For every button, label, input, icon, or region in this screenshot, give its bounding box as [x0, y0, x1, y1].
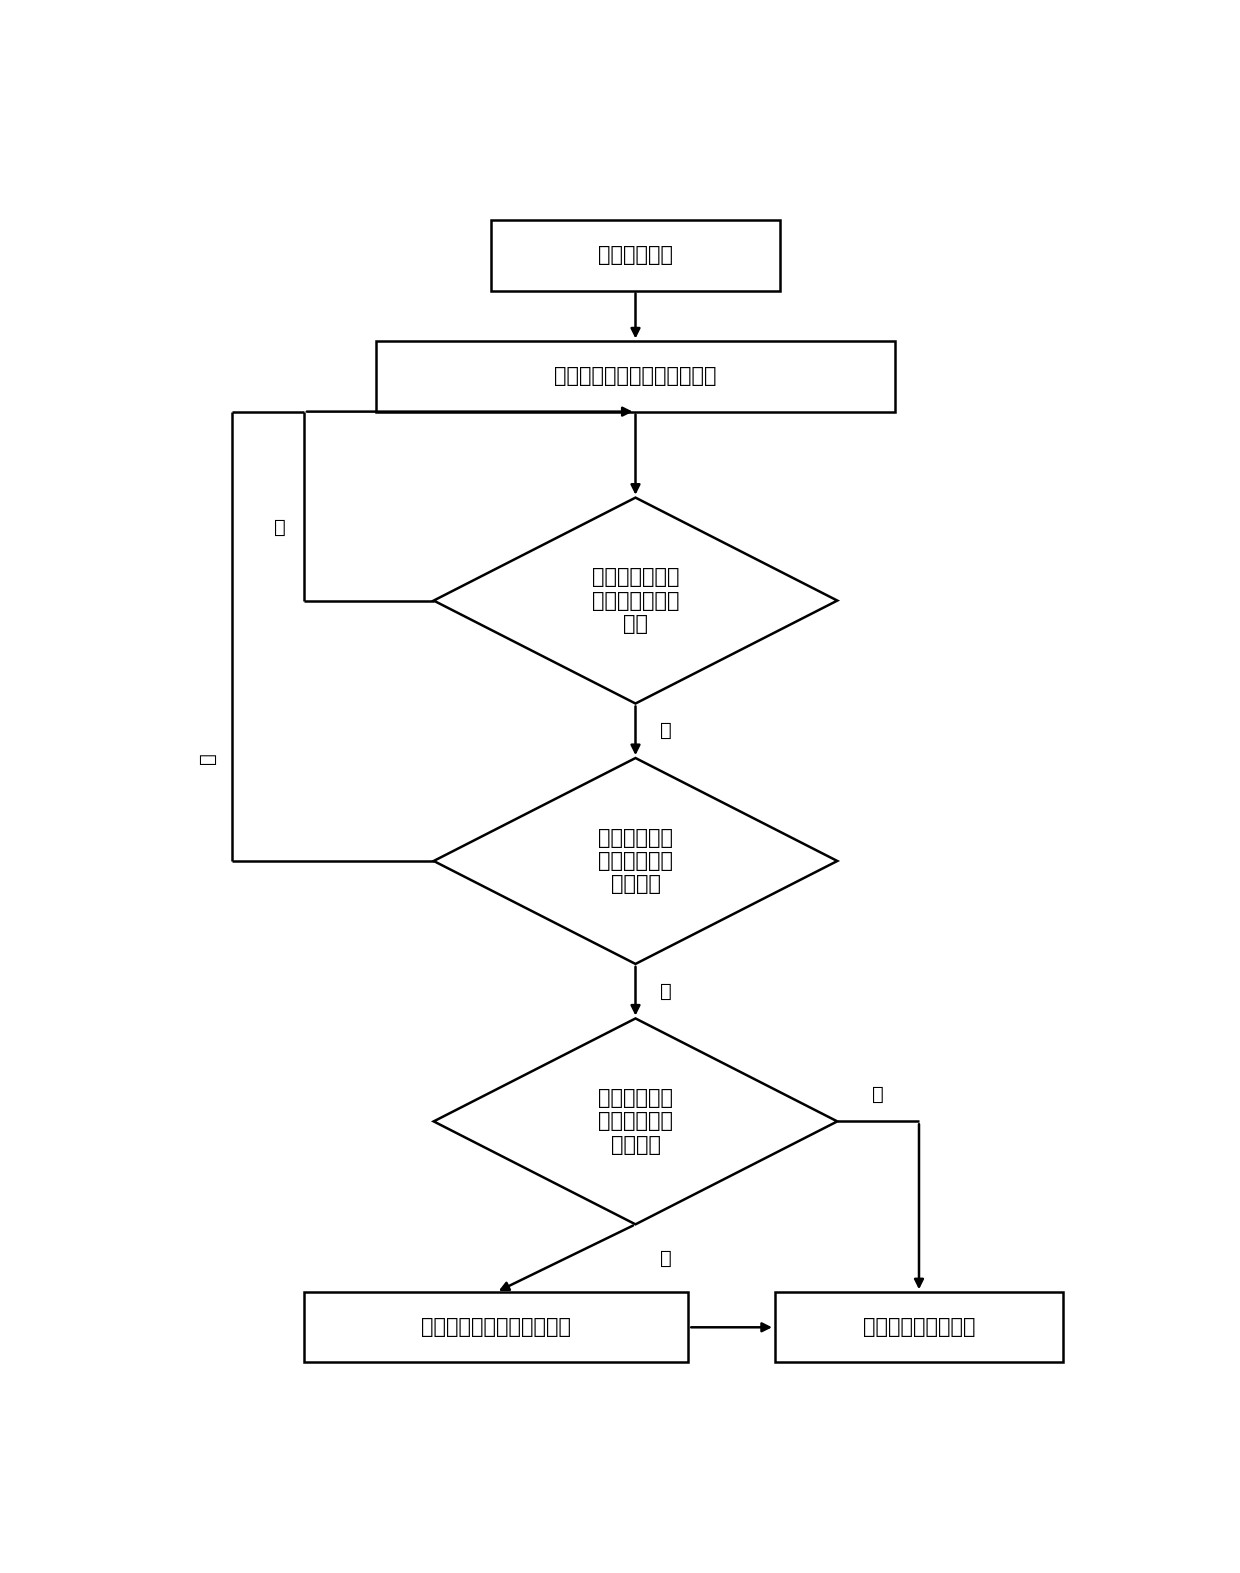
FancyBboxPatch shape: [491, 220, 780, 291]
Polygon shape: [434, 1018, 837, 1224]
FancyBboxPatch shape: [376, 341, 895, 412]
Text: 出口匝道排队长
度大于最长排队
长度: 出口匝道排队长 度大于最长排队 长度: [591, 568, 680, 634]
FancyBboxPatch shape: [304, 1291, 688, 1362]
Text: 是: 是: [660, 982, 671, 1000]
Text: 当前相绿灯时
间大于其最小
绿灯时间: 当前相绿灯时 间大于其最小 绿灯时间: [598, 827, 673, 893]
Text: 出口匝道关联相位提前激活: 出口匝道关联相位提前激活: [422, 1317, 572, 1337]
Text: 是: 是: [660, 722, 671, 741]
Text: 否: 否: [274, 519, 285, 538]
Text: 否: 否: [198, 752, 217, 764]
Text: 否: 否: [872, 1085, 884, 1104]
FancyBboxPatch shape: [775, 1291, 1063, 1362]
Text: 延长关联相绿灯时间: 延长关联相绿灯时间: [863, 1317, 975, 1337]
Text: 是: 是: [660, 1249, 671, 1268]
Text: 衔接交叉口关联相位红灯开始: 衔接交叉口关联相位红灯开始: [554, 367, 717, 387]
Polygon shape: [434, 758, 837, 964]
Text: 初始配时方案: 初始配时方案: [598, 245, 673, 266]
Polygon shape: [434, 497, 837, 703]
Text: 其他相排队长
度小于其最大
排队长度: 其他相排队长 度小于其最大 排队长度: [598, 1089, 673, 1155]
